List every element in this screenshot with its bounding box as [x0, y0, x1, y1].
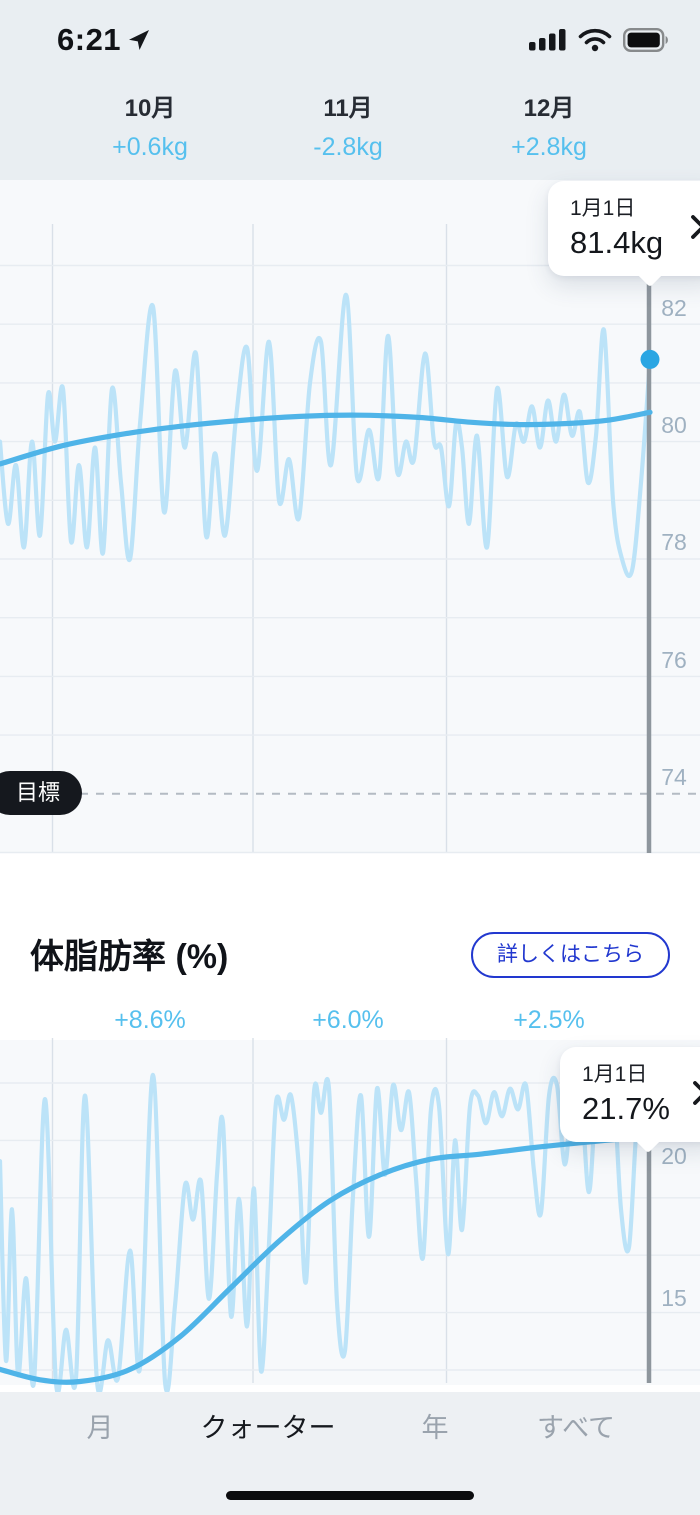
- month-delta: +0.6kg: [112, 133, 188, 161]
- callout-date: 1月1日: [570, 197, 636, 220]
- tab-quarter[interactable]: クォーター: [200, 1413, 336, 1443]
- callout-date: 1月1日: [582, 1063, 648, 1086]
- y-axis-label: 74: [661, 764, 687, 790]
- goal-label-pill: 目標: [0, 771, 83, 815]
- bodyfat-month-delta: +2.5%: [513, 1006, 585, 1034]
- status-header-band: 6:21 10月 +0.6kg: [0, 0, 700, 180]
- home-indicator[interactable]: [226, 1491, 474, 1500]
- status-icons: [529, 27, 670, 53]
- bodyfat-callout[interactable]: 1月1日 21.7%: [560, 1047, 700, 1154]
- range-tab-bar: 月 クォーター 年 すべて: [0, 1392, 700, 1515]
- y-axis-label: 82: [661, 295, 687, 321]
- location-arrow-icon: [129, 30, 149, 50]
- details-button[interactable]: 詳しくはこちら: [471, 932, 670, 978]
- section-title: 体脂肪率 (%): [30, 938, 229, 976]
- battery-icon: [623, 28, 668, 52]
- weight-chart-plot[interactable]: [0, 180, 700, 853]
- y-axis-label: 78: [661, 529, 687, 555]
- y-axis-label: 15: [661, 1285, 687, 1311]
- month-summary: 11月 -2.8kg: [238, 88, 458, 162]
- month-delta: -2.8kg: [313, 133, 383, 161]
- chevron-right-icon: [691, 215, 700, 239]
- month-summary: 10月 +0.6kg: [40, 88, 260, 162]
- cellular-signal-icon: [529, 29, 566, 51]
- bodyfat-month-delta: +6.0%: [312, 1006, 384, 1034]
- month-label: 11月: [323, 95, 373, 122]
- tab-year[interactable]: 年: [421, 1413, 449, 1443]
- tab-all[interactable]: すべて: [536, 1413, 616, 1443]
- y-axis-label: 20: [661, 1143, 687, 1169]
- callout-value: 21.7%: [582, 1091, 670, 1126]
- callout-value: 81.4kg: [570, 225, 664, 260]
- tab-month[interactable]: 月: [86, 1413, 114, 1443]
- wifi-icon: [578, 28, 612, 52]
- month-summary: 12月 +2.8kg: [439, 88, 659, 162]
- month-label: 10月: [124, 95, 176, 122]
- chevron-right-icon: [693, 1081, 700, 1105]
- clock: 6:21: [57, 22, 122, 57]
- bodyfat-month-delta: +8.6%: [114, 1006, 186, 1034]
- goal-label: 目標: [16, 780, 61, 805]
- month-delta: +2.8kg: [511, 133, 587, 161]
- y-axis-label: 80: [661, 412, 687, 438]
- month-label: 12月: [523, 95, 575, 122]
- y-axis-label: 76: [661, 647, 687, 673]
- weight-callout[interactable]: 1月1日 81.4kg: [548, 181, 700, 288]
